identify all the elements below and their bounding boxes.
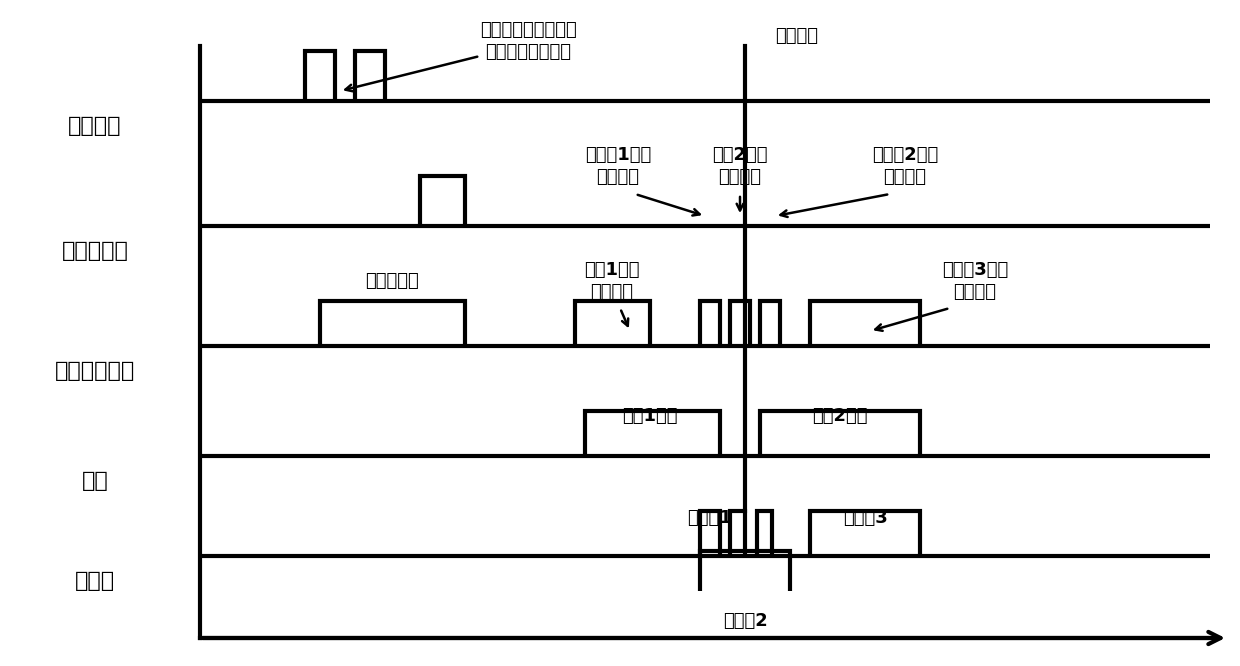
Text: 激光器3: 激光器3 [843,509,888,527]
Text: 激光器2: 激光器2 [723,612,768,630]
Text: 测速系统: 测速系统 [68,116,122,136]
Text: 相机2暴光: 相机2暴光 [812,407,868,425]
Text: 相机1曝光: 相机1曝光 [622,407,678,425]
Text: 相机2开始
曝光信号: 相机2开始 曝光信号 [712,146,768,186]
Text: 激光器点灯: 激光器点灯 [365,272,419,290]
Text: 激光器2开始
出光信号: 激光器2开始 出光信号 [872,146,939,186]
Text: 相机: 相机 [82,471,108,491]
Text: 激光器: 激光器 [74,571,115,591]
Text: 时序控制系统: 时序控制系统 [55,361,135,381]
Text: 激光器1: 激光器1 [688,509,733,527]
Text: 相机1开始
曝光信号: 相机1开始 曝光信号 [584,261,640,301]
Text: 激光器1开始
出光信号: 激光器1开始 出光信号 [585,146,651,186]
Text: 激光器3开始
出光信号: 激光器3开始 出光信号 [942,261,1008,301]
Text: 外触发信号: 外触发信号 [62,241,129,261]
Text: 测速系统给时序发生
系统的外触发信号: 测速系统给时序发生 系统的外触发信号 [480,21,577,61]
Text: 碰撞发生: 碰撞发生 [775,27,818,45]
